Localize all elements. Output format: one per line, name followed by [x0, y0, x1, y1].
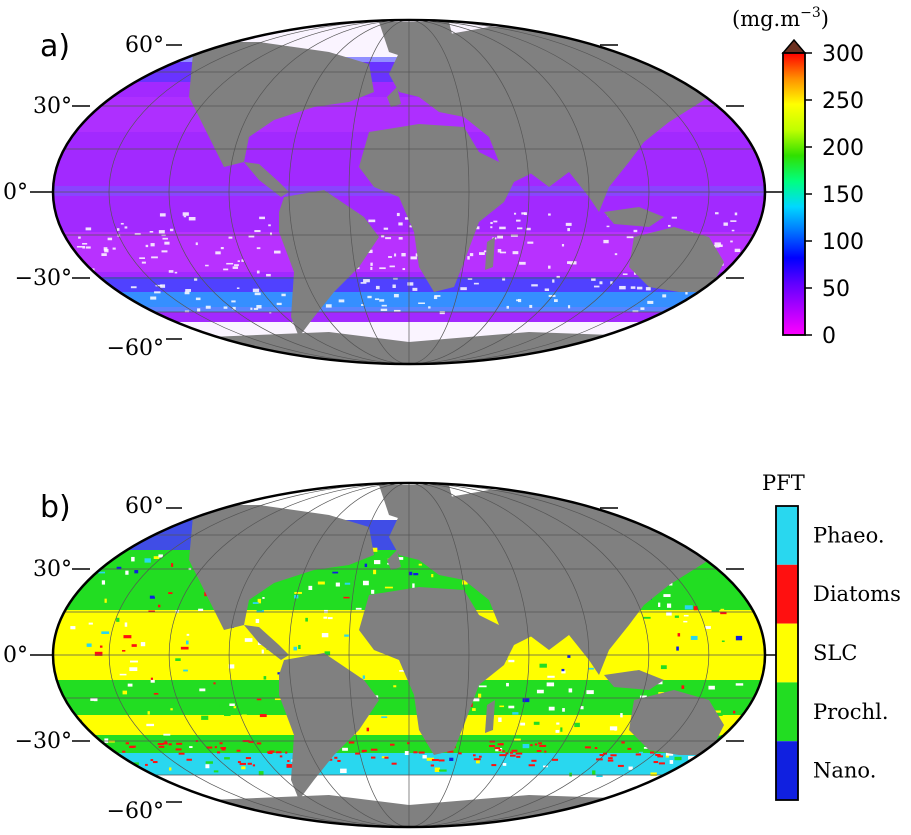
graticule-meridian [288, 483, 410, 827]
graticule-meridian [348, 20, 410, 364]
land-mass [489, 137, 534, 182]
colorbar-tick-label: 200 [822, 136, 864, 161]
colorbar-tick-label: 50 [822, 277, 850, 302]
colorbar-ticks: 300 250 200 150 100 50 0 [805, 42, 864, 349]
graticule-meridian [408, 20, 530, 364]
pft-swatch [776, 682, 798, 742]
land-mass [485, 700, 495, 733]
lat-label-60s-b: −60° [107, 799, 164, 824]
colorbar-overflow-triangle [781, 38, 807, 54]
map-b [53, 483, 765, 827]
graticule-meridian [408, 20, 650, 364]
land-mass [244, 162, 289, 197]
graticule-meridian [408, 483, 710, 827]
graticule-meridian [348, 483, 410, 827]
colorbar-tick-label: 100 [822, 230, 864, 255]
pft-label: Diatoms [813, 582, 901, 606]
colorbar-a: (mg.m−3) 300 250 200 150 100 50 0 [732, 5, 864, 349]
pft-label: Phaeo. [813, 523, 885, 547]
pft-swatch [776, 564, 798, 624]
land-mass [244, 625, 289, 660]
lat-label-30s-b: −30° [15, 729, 72, 754]
graticule-meridian [108, 20, 410, 364]
graticule-a [53, 20, 765, 364]
lat-label-0-b: 0° [3, 643, 28, 668]
panel-label-a: a) [40, 29, 70, 64]
land-mass [387, 87, 401, 107]
graticule-meridian [408, 483, 470, 827]
graticule-meridian [408, 20, 710, 364]
lat-label-30n-a: 30° [33, 94, 72, 119]
map-outline-b [51, 481, 767, 829]
colorbar-tick-label: 250 [822, 89, 864, 114]
land-mass [359, 587, 519, 755]
graticule-meridian [228, 483, 410, 827]
graticule-meridian [108, 483, 410, 827]
graticule-meridian [288, 20, 410, 364]
graticule-meridian [408, 483, 530, 827]
lat-ticks-a [30, 44, 786, 340]
map-a [53, 20, 765, 364]
lat-label-30n-b: 30° [33, 557, 72, 582]
pft-label: Prochl. [813, 700, 889, 724]
lat-label-60n-a: 60° [125, 33, 164, 58]
panel-b: b) 60° 30° 0° −30° −60° PFT Phaeo. Diatom… [3, 471, 901, 829]
map-outline-a [51, 18, 767, 366]
graticule-meridian [168, 20, 410, 364]
land-mass [389, 490, 739, 675]
land-mass [604, 670, 664, 690]
lat-label-60n-b: 60° [125, 494, 164, 519]
graticule-meridian [408, 20, 590, 364]
land-mass [387, 550, 401, 570]
land-mass [389, 27, 739, 212]
graticule-b [53, 483, 765, 827]
pft-swatch [776, 506, 798, 565]
pft-swatch [776, 741, 798, 800]
panel-label-b: b) [40, 490, 71, 525]
graticule-meridian [228, 20, 410, 364]
land-mass [485, 237, 495, 270]
lat-label-60s-a: −60° [107, 336, 164, 361]
pft-legend-title: PFT [762, 471, 805, 495]
lat-label-30s-a: −30° [15, 266, 72, 291]
land-mass [279, 653, 379, 800]
pft-label: Nano. [813, 759, 876, 783]
colorbar-tick-label: 150 [822, 183, 864, 208]
land-mass [604, 207, 664, 227]
land-mass [629, 227, 724, 292]
panel-a: a) 60° 30° 0° −30° −60° (mg.m−3) 300 250 2… [3, 5, 864, 366]
colorbar-tick-label: 300 [822, 42, 864, 67]
lat-label-0-a: 0° [3, 180, 28, 205]
colorbar-gradient [782, 52, 806, 336]
pft-legend-frame [775, 505, 799, 801]
graticule-meridian [408, 483, 590, 827]
graticule-meridian [408, 20, 470, 364]
land-mass [629, 690, 724, 755]
pft-label: SLC [813, 641, 857, 665]
colorbar-unit: (mg.m−3) [732, 5, 829, 31]
pft-swatch [776, 623, 798, 683]
graticule-meridian [168, 483, 410, 827]
pft-legend: PFT Phaeo. Diatoms SLC Prochl. Nano. [762, 471, 901, 801]
land-mass [359, 124, 519, 292]
colorbar-tick-label: 0 [822, 324, 836, 349]
land-mass [279, 190, 379, 337]
land-mass [489, 600, 534, 645]
graticule-meridian [408, 483, 650, 827]
